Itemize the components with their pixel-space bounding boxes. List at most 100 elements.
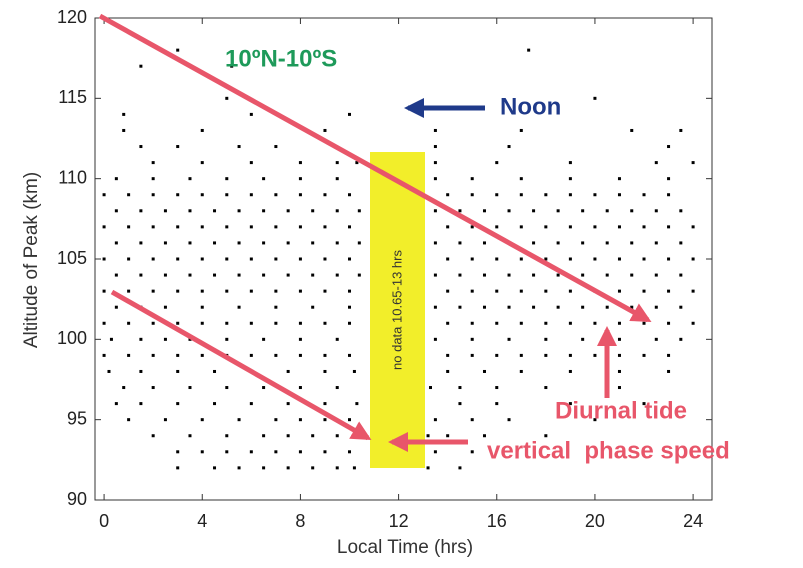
point: [667, 177, 671, 181]
point: [568, 161, 572, 165]
point: [433, 241, 437, 245]
point: [495, 386, 499, 390]
point: [581, 241, 585, 245]
point: [114, 241, 118, 245]
point: [298, 418, 302, 422]
point: [568, 193, 572, 197]
point: [107, 369, 111, 373]
point: [151, 353, 155, 357]
point: [163, 209, 167, 213]
point: [446, 353, 450, 357]
point: [495, 257, 499, 261]
point: [114, 177, 118, 181]
point: [667, 369, 671, 373]
point: [581, 273, 585, 277]
point: [225, 450, 229, 454]
point: [127, 289, 131, 293]
point: [102, 289, 106, 293]
point: [482, 241, 486, 245]
point: [556, 305, 560, 309]
point: [298, 321, 302, 325]
no-data-band: [370, 152, 425, 468]
point: [311, 273, 315, 277]
point: [593, 353, 597, 357]
point: [605, 209, 609, 213]
point: [286, 273, 290, 277]
point: [433, 177, 437, 181]
point: [298, 386, 302, 390]
point: [470, 450, 474, 454]
point: [568, 177, 572, 181]
trend-arrow: [110, 289, 372, 441]
point: [593, 225, 597, 229]
point: [617, 289, 621, 293]
point: [298, 257, 302, 261]
point: [249, 289, 253, 293]
point: [556, 209, 560, 213]
point: [352, 466, 356, 470]
point: [495, 321, 499, 325]
point: [262, 337, 266, 341]
point: [200, 353, 204, 357]
point: [237, 209, 241, 213]
point: [532, 209, 536, 213]
point: [519, 321, 523, 325]
point: [323, 321, 327, 325]
point: [482, 369, 486, 373]
point: [544, 321, 548, 325]
point: [519, 257, 523, 261]
point: [446, 289, 450, 293]
point: [323, 257, 327, 261]
point: [335, 177, 339, 181]
point: [642, 321, 646, 325]
point: [249, 402, 253, 406]
point: [630, 128, 634, 132]
point: [298, 353, 302, 357]
point: [274, 321, 278, 325]
point: [176, 225, 180, 229]
point: [151, 386, 155, 390]
point: [225, 225, 229, 229]
point: [458, 241, 462, 245]
point: [249, 112, 253, 116]
point: [568, 402, 572, 406]
x-tick-label: 4: [197, 511, 207, 531]
point: [274, 353, 278, 357]
point: [139, 209, 143, 213]
point: [262, 241, 266, 245]
point: [225, 321, 229, 325]
point: [213, 273, 217, 277]
point: [225, 337, 229, 341]
point: [163, 305, 167, 309]
point: [176, 145, 180, 149]
point: [433, 305, 437, 309]
point: [114, 273, 118, 277]
point: [568, 369, 572, 373]
point: [519, 225, 523, 229]
point: [568, 289, 572, 293]
point: [249, 321, 253, 325]
point: [556, 273, 560, 277]
no-data-label: no data 10.65-13 hrs: [389, 250, 404, 370]
x-tick-label: 20: [585, 511, 605, 531]
point: [114, 305, 118, 309]
point: [458, 305, 462, 309]
point: [102, 225, 106, 229]
point: [249, 193, 253, 197]
point: [605, 273, 609, 277]
point: [176, 48, 180, 52]
point: [691, 257, 695, 261]
point: [225, 193, 229, 197]
point: [352, 369, 356, 373]
point: [225, 177, 229, 181]
point: [298, 161, 302, 165]
point: [200, 305, 204, 309]
point: [470, 418, 474, 422]
point: [335, 386, 339, 390]
point: [519, 353, 523, 357]
point: [151, 161, 155, 165]
point: [127, 321, 131, 325]
point: [348, 289, 352, 293]
point: [122, 386, 126, 390]
